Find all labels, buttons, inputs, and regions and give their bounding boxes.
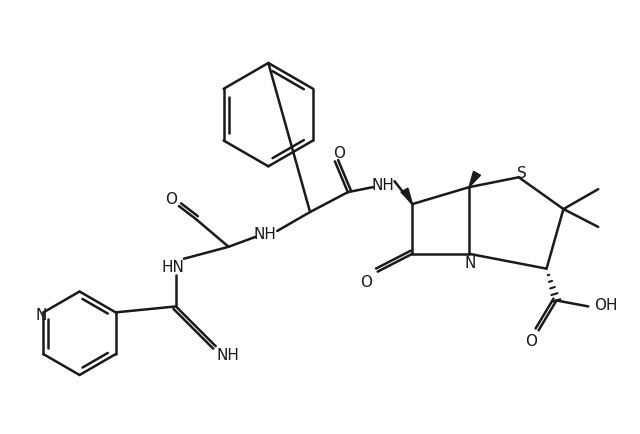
Text: N: N bbox=[36, 307, 47, 322]
Text: O: O bbox=[525, 333, 537, 348]
Text: OH: OH bbox=[595, 297, 618, 312]
Text: O: O bbox=[333, 145, 345, 161]
Text: NH: NH bbox=[254, 227, 276, 242]
Text: NH: NH bbox=[371, 178, 394, 192]
Text: S: S bbox=[517, 165, 527, 181]
Text: NH: NH bbox=[216, 347, 239, 362]
Text: N: N bbox=[465, 256, 476, 270]
Polygon shape bbox=[401, 189, 412, 204]
Polygon shape bbox=[469, 172, 481, 188]
Text: O: O bbox=[165, 191, 177, 206]
Text: O: O bbox=[360, 274, 372, 289]
Text: HN: HN bbox=[161, 260, 184, 275]
